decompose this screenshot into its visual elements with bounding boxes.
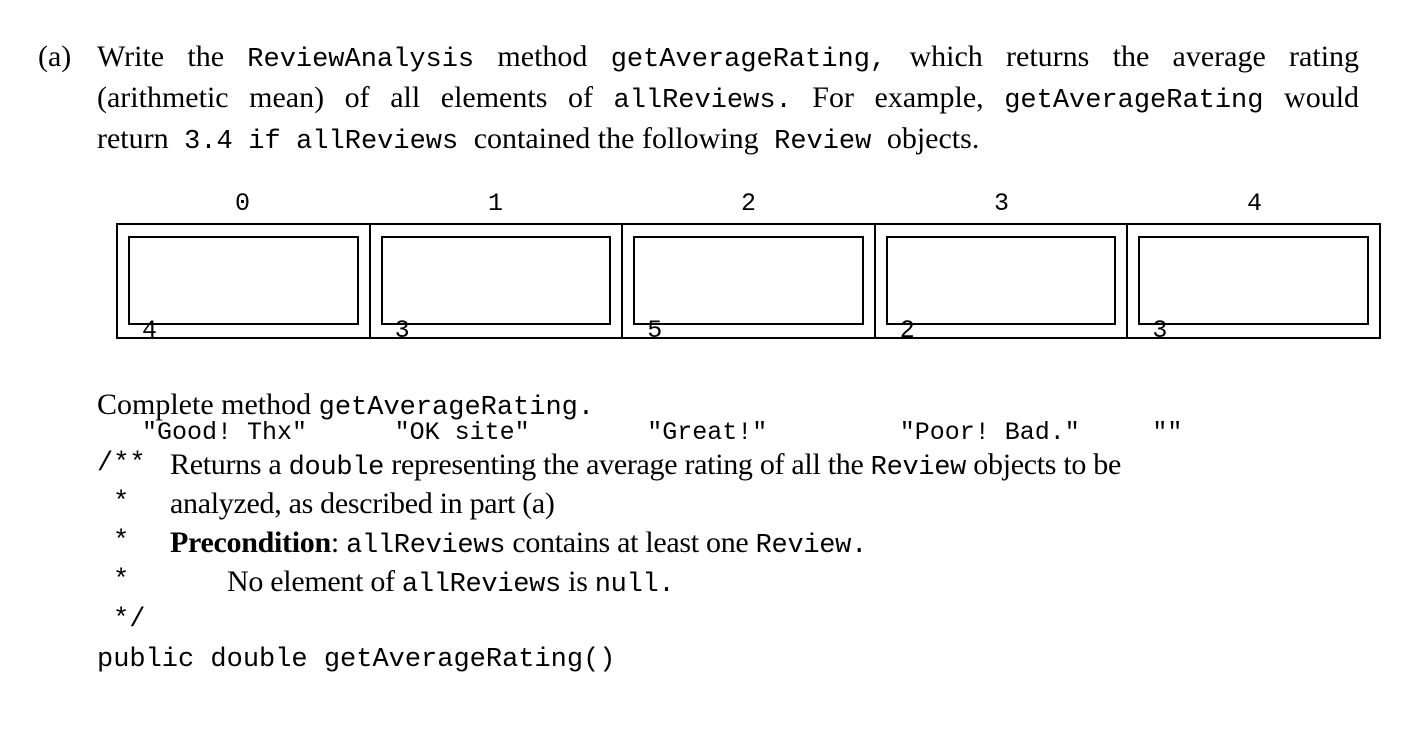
part-label: (a) xyxy=(38,40,72,73)
array-index: 2 xyxy=(740,189,756,218)
array-indices: 0 1 2 3 4 xyxy=(116,190,1381,218)
class-name-code: Review. xyxy=(755,531,868,561)
class-name-code: Review xyxy=(774,127,872,157)
doc-line-5: */ xyxy=(97,601,1337,640)
doc-text-fragment: representing the average rating of all t… xyxy=(391,448,864,481)
review-rating: 5 xyxy=(647,316,663,345)
review-object: 5 "Great!" xyxy=(633,236,864,447)
comment-close: */ xyxy=(113,605,146,635)
intro-text: For example, xyxy=(812,81,984,114)
doc-line-3: * Precondition: allReviews contains at l… xyxy=(97,523,1337,562)
array-index: 3 xyxy=(993,189,1009,218)
intro-text: which returns the average rating xyxy=(909,40,1360,73)
doc-text-fragment: is xyxy=(568,565,588,598)
complete-method-instruction: Complete method getAverageRating. xyxy=(97,386,594,427)
field-name-code: allReviews. xyxy=(613,86,792,116)
doc-text-fragment: objects to be xyxy=(973,448,1122,481)
array-cell: 5 "Great!" xyxy=(623,225,876,447)
doc-text: analyzed, as described in part (a) xyxy=(170,484,555,523)
doc-line-4: * No element of allReviews is null. xyxy=(97,562,1337,601)
intro-line-1: Write the ReviewAnalysis method getAvera… xyxy=(97,38,1359,79)
comment-star: * xyxy=(113,527,130,557)
review-comment: "Great!" xyxy=(647,418,768,447)
intro-text: Write the xyxy=(97,40,225,73)
comment-open: /** xyxy=(97,449,146,479)
reviews-array-diagram: 4 "Good! Thx" 3 "OK site" 5 "Great!" 2 "… xyxy=(116,223,1381,447)
doc-text: Returns a double representing the averag… xyxy=(170,445,1121,488)
review-comment: "Poor! Bad." xyxy=(899,418,1080,447)
instruction-text: Complete method xyxy=(97,388,312,421)
review-rating: 3 xyxy=(1152,316,1168,345)
method-name-code: getAverageRating xyxy=(1004,86,1264,116)
doc-line-1: /** Returns a double representing the av… xyxy=(97,445,1337,484)
doc-text-fragment: analyzed, as described in part (a) xyxy=(170,487,555,520)
review-object: 3 "OK site" xyxy=(380,236,612,447)
doc-text-fragment: : xyxy=(330,526,339,559)
array-index: 0 xyxy=(234,189,250,218)
method-name-code: getAverageRating, xyxy=(610,45,887,75)
review-rating: 2 xyxy=(899,316,915,345)
intro-text: contained the following xyxy=(473,122,759,155)
intro-text: (arithmetic mean) of all elements of xyxy=(97,81,593,114)
review-rating: 3 xyxy=(394,316,410,345)
review-comment: "Good! Thx" xyxy=(142,418,308,447)
array-index: 1 xyxy=(487,189,503,218)
review-object: 3 "" xyxy=(1138,236,1369,447)
field-name-code: allReviews xyxy=(346,531,506,561)
doc-text: No element of allReviews is null. xyxy=(227,562,675,605)
intro-text: return xyxy=(97,122,169,155)
method-signature: public double getAverageRating() xyxy=(97,645,616,675)
doc-text-fragment: No element of xyxy=(227,565,395,598)
comment-star: * xyxy=(113,566,130,596)
keyword-code: if xyxy=(248,127,281,157)
intro-text: would xyxy=(1284,81,1360,114)
field-name-code: allReviews xyxy=(401,570,561,600)
keyword-code: null. xyxy=(594,570,675,600)
array-cell: 3 "OK site" xyxy=(371,225,624,447)
review-comment: "" xyxy=(1152,418,1183,447)
intro-paragraph: Write the ReviewAnalysis method getAvera… xyxy=(97,38,1359,161)
precondition-label: Precondition xyxy=(170,526,331,559)
review-rating: 4 xyxy=(142,316,158,345)
doc-line-2: * analyzed, as described in part (a) xyxy=(97,484,1337,523)
intro-line-2: (arithmetic mean) of all elements of all… xyxy=(97,79,1359,120)
array-cell: 4 "Good! Thx" xyxy=(118,225,371,447)
review-comment: "OK site" xyxy=(394,418,530,447)
review-object: 4 "Good! Thx" xyxy=(128,236,359,447)
intro-line-3: return 3.4 if allReviews contained the f… xyxy=(97,120,1359,161)
comment-star: * xyxy=(113,488,130,518)
array-index: 4 xyxy=(1246,189,1262,218)
class-name-code: Review xyxy=(870,453,967,483)
doc-text-fragment: Returns a xyxy=(170,448,282,481)
array-cell: 2 "Poor! Bad." xyxy=(876,225,1129,447)
array-cell: 3 "" xyxy=(1128,225,1379,447)
value-code: 3.4 xyxy=(184,127,233,157)
doc-text: Precondition: allReviews contains at lea… xyxy=(170,523,867,566)
intro-text: objects. xyxy=(886,122,980,155)
type-code: double xyxy=(288,453,385,483)
review-object: 2 "Poor! Bad." xyxy=(885,236,1117,447)
intro-text: method xyxy=(497,40,588,73)
javadoc-comment: /** Returns a double representing the av… xyxy=(97,445,1337,640)
doc-text-fragment: contains at least one xyxy=(512,526,749,559)
field-name-code: allReviews xyxy=(296,127,459,157)
class-name-code: ReviewAnalysis xyxy=(247,45,475,75)
method-name-code: getAverageRating. xyxy=(318,393,595,423)
